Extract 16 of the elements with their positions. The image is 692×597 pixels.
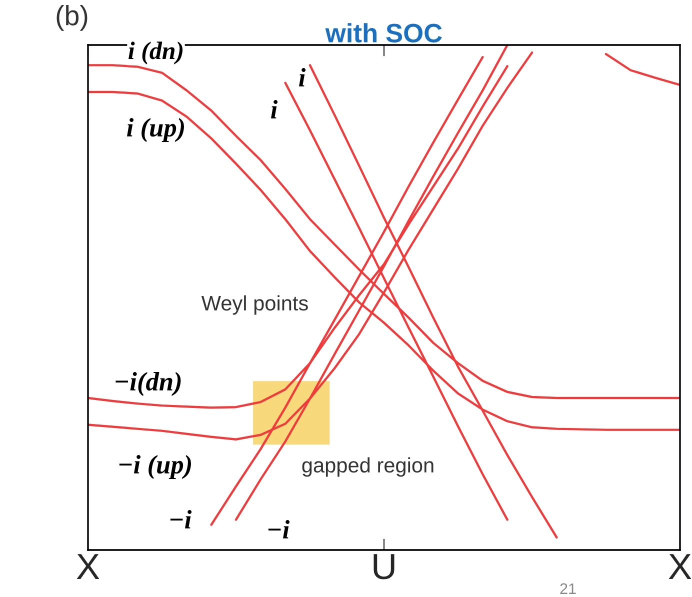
annotation: i (up): [126, 118, 184, 142]
annotation: −i: [170, 510, 192, 528]
annotation: i (dn): [128, 42, 183, 64]
annotation: i: [271, 100, 278, 118]
annotation: −i (up): [119, 455, 191, 479]
annotation: −i: [268, 520, 290, 538]
x-tick-label: U: [374, 554, 394, 580]
x-tick-label: X: [76, 554, 100, 579]
annotation: Weyl points: [201, 295, 308, 315]
chart-title: with SOC: [325, 23, 442, 42]
x-tick-label: X: [668, 554, 692, 579]
annotation: gapped region: [302, 457, 434, 477]
annotation: −i(dn): [116, 372, 181, 396]
text: (b): [56, 5, 88, 31]
text: 21: [560, 583, 576, 594]
annotation: i: [299, 68, 306, 86]
